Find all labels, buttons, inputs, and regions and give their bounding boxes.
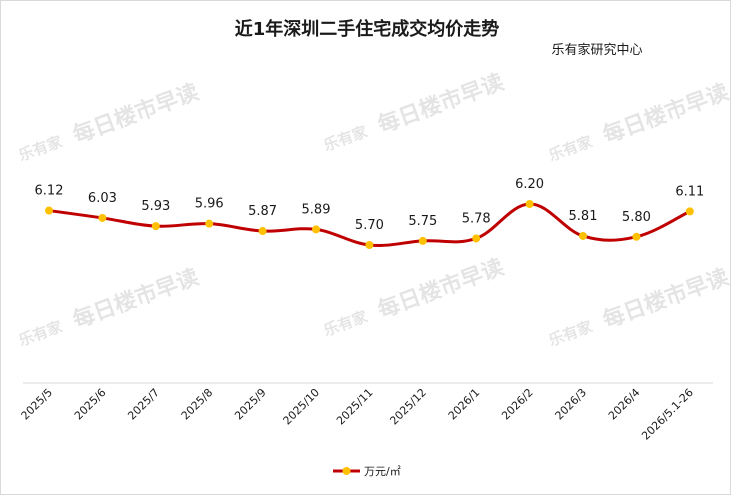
watermark-text: 每日楼市早读 [599, 264, 731, 334]
watermark: 乐有家 每日楼市早读 [321, 254, 507, 340]
x-tick-label: 2025/8 [179, 386, 216, 423]
x-tick-label: 2026/2 [499, 386, 536, 423]
watermark-text: 每日楼市早读 [374, 69, 507, 139]
data-point [472, 234, 481, 243]
data-label: 6.20 [515, 177, 544, 192]
x-tick-label: 2026/4 [606, 386, 643, 423]
data-label: 6.12 [35, 184, 64, 199]
watermark: 乐有家 每日楼市早读 [546, 264, 731, 350]
x-tick-label: 2025/12 [387, 386, 429, 428]
watermark-logo: 乐有家 [16, 132, 64, 164]
series-markers [45, 200, 694, 249]
data-label: 5.81 [569, 209, 598, 224]
data-label: 5.96 [195, 197, 224, 212]
x-tick-label: 2026/3 [553, 386, 590, 423]
x-tick-label: 2025/10 [281, 386, 323, 428]
data-label: 5.75 [408, 214, 437, 229]
x-axis-ticks: 2025/5 2025/6 2025/7 2025/8 2025/9 2025/10 202… [19, 386, 696, 443]
data-point [312, 225, 320, 234]
data-label: 6.03 [88, 191, 117, 206]
data-label: 5.70 [355, 218, 384, 233]
x-tick-label: 2025/11 [334, 386, 376, 428]
data-point [418, 236, 427, 245]
data-labels: 6.12 6.03 5.93 5.96 5.87 5.89 5.70 5.75 5.78 6.20… [35, 177, 705, 233]
watermark: 乐有家 每日楼市早读 [321, 69, 507, 155]
data-point [151, 222, 160, 231]
watermark-logo: 乐有家 [321, 122, 369, 154]
data-point [365, 241, 374, 249]
x-tick-label: 2025/7 [125, 386, 162, 423]
data-point [685, 207, 694, 216]
data-label: 5.80 [622, 210, 651, 225]
watermark-logo: 乐有家 [546, 317, 594, 349]
watermark-logo: 乐有家 [321, 307, 369, 339]
watermark-logo: 乐有家 [546, 132, 594, 164]
x-tick-label: 2025/9 [232, 386, 269, 423]
data-point [98, 213, 107, 222]
legend: 万元/㎡ [333, 465, 401, 478]
legend-series-name: 万元/㎡ [364, 465, 401, 478]
watermark-text: 每日楼市早读 [374, 254, 507, 324]
legend-marker-swatch [342, 467, 351, 475]
data-point [525, 200, 534, 208]
watermark-text: 每日楼市早读 [69, 264, 202, 334]
data-label: 5.89 [302, 202, 331, 217]
x-tick-label: 2025/5 [19, 386, 56, 423]
data-point [205, 219, 214, 228]
data-label: 5.87 [248, 204, 277, 219]
data-point [258, 227, 267, 236]
data-label: 5.93 [141, 199, 170, 214]
chart-title: 近1年深圳二手住宅成交均价走势 [235, 18, 500, 40]
watermark-logo: 乐有家 [16, 317, 64, 349]
data-point [45, 206, 53, 215]
watermark: 乐有家 每日楼市早读 [16, 79, 202, 165]
data-point [579, 231, 587, 240]
x-tick-label: 2026/5.1-26 [639, 386, 696, 443]
x-tick-label: 2026/1 [446, 386, 483, 423]
watermark-text: 每日楼市早读 [69, 79, 202, 149]
chart-source: 乐有家研究中心 [551, 42, 642, 58]
data-point [632, 232, 641, 241]
data-label: 6.11 [675, 184, 704, 199]
watermark: 乐有家 每日楼市早读 [546, 79, 731, 165]
x-tick-label: 2025/6 [72, 386, 109, 423]
watermark: 乐有家 每日楼市早读 [16, 264, 202, 350]
watermark-text: 每日楼市早读 [599, 79, 731, 149]
data-label: 5.78 [462, 211, 491, 226]
